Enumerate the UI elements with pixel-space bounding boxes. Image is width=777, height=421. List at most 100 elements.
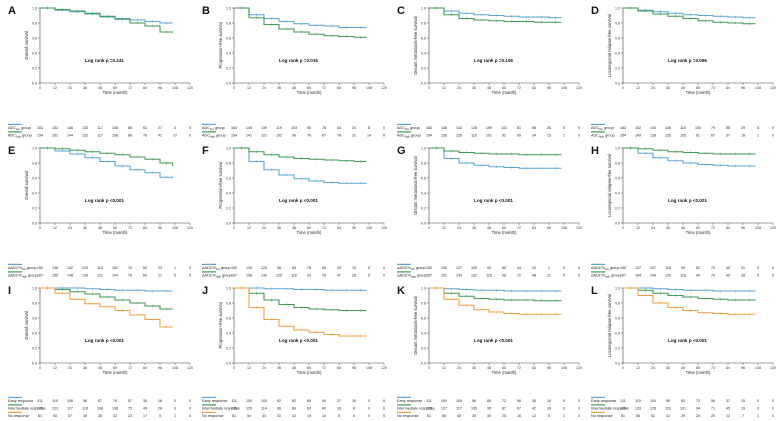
risk-number: 16 xyxy=(741,133,745,137)
risk-number: 102 xyxy=(276,133,282,137)
risk-number: 149 xyxy=(635,133,641,137)
risk-number: 8 xyxy=(368,126,370,130)
legend-label-suffix: group xyxy=(27,273,38,277)
risk-number: 127 xyxy=(67,406,73,410)
y-tick-label: 0.8 xyxy=(615,21,620,25)
x-tick-label: 24 xyxy=(262,86,266,90)
risk-number: 101 xyxy=(680,406,686,410)
risk-number: 135 xyxy=(426,406,432,410)
x-tick-label: 84 xyxy=(726,86,730,90)
legend-label: ADClow group xyxy=(8,126,31,131)
legend-label-base: ΔADC% xyxy=(8,266,23,270)
risk-number: 106 xyxy=(67,399,73,403)
x-tick-label: 0 xyxy=(428,86,430,90)
y-axis-label: Progression-free survival xyxy=(218,22,223,68)
risk-number: 1 xyxy=(174,414,176,418)
x-tick-label: 0 xyxy=(622,366,624,370)
legend-label-sub: low xyxy=(405,127,409,131)
risk-number: 19 xyxy=(547,399,551,403)
panel-label: H xyxy=(591,145,599,157)
risk-number: 27 xyxy=(158,126,162,130)
y-tick-label: 0.2 xyxy=(615,206,620,210)
risk-number: 0 xyxy=(578,414,580,418)
km-panel-f: F 0.0 0.2 0.4 0.6 0.8 1.0 0 12 24 36 48 60 72 84 96 108 1… xyxy=(202,145,387,279)
y-tick-label: 1.0 xyxy=(421,6,426,10)
risk-number: 49 xyxy=(726,273,730,277)
risk-number: 102 xyxy=(501,126,507,130)
risk-number: 116 xyxy=(291,273,297,277)
x-tick-label: 96 xyxy=(741,86,745,90)
x-tick-label: 120 xyxy=(381,86,387,90)
risk-number: 54 xyxy=(322,399,326,403)
legend-label-suffix: group xyxy=(415,266,426,270)
km-panel-i: I 0.0 0.2 0.4 0.6 0.8 1.0 0 12 24 36 48 60 72 84 96 108 1… xyxy=(8,285,193,418)
risk-number: 76 xyxy=(322,126,326,130)
risk-number: 76 xyxy=(307,133,311,137)
legend-label-sub: high xyxy=(599,135,604,139)
risk-number: 96 xyxy=(83,399,87,403)
risk-number: 0 xyxy=(368,266,370,270)
x-tick-label: 108 xyxy=(366,366,372,370)
risk-number: 102 xyxy=(112,266,118,270)
legend-label-base: Early response xyxy=(591,399,616,403)
x-tick-label: 12 xyxy=(442,366,446,370)
risk-number: 0 xyxy=(353,414,355,418)
risk-number: 17 xyxy=(173,133,177,137)
risk-number: 41 xyxy=(158,133,162,137)
risk-number: 67 xyxy=(322,133,326,137)
legend-label-base: Intermediate response xyxy=(202,406,240,410)
legend-label-sub: high xyxy=(216,275,221,279)
legend-label-suffix: group xyxy=(604,133,615,137)
x-tick-label: 108 xyxy=(366,226,372,230)
y-tick-label: 0.6 xyxy=(226,316,231,320)
risk-number: 8 xyxy=(353,406,355,410)
risk-number: 96 xyxy=(277,406,281,410)
x-tick-label: 120 xyxy=(576,86,582,90)
y-tick-label: 0.0 xyxy=(226,361,231,365)
risk-number: 0 xyxy=(189,273,191,277)
legend-label-sub: low xyxy=(16,127,20,131)
risk-number: 152 xyxy=(635,126,641,130)
risk-number: 103 xyxy=(291,126,297,130)
y-tick-label: 0.8 xyxy=(226,301,231,305)
x-tick-label: 12 xyxy=(442,86,446,90)
x-tick-label: 12 xyxy=(247,366,251,370)
x-tick-label: 24 xyxy=(262,226,266,230)
risk-number: 149 xyxy=(261,273,267,277)
risk-number: 1 xyxy=(174,266,176,270)
legend-label: ADChigh group xyxy=(8,133,32,138)
risk-number: 76 xyxy=(143,133,147,137)
x-tick-label: 48 xyxy=(292,366,296,370)
risk-number: 150 xyxy=(231,266,237,270)
risk-number: 93 xyxy=(307,273,311,277)
risk-number: 146 xyxy=(67,126,73,130)
panel-label: C xyxy=(397,5,405,17)
x-tick-label: 36 xyxy=(277,226,281,230)
risk-number: 31 xyxy=(741,266,745,270)
risk-number: 56 xyxy=(517,399,521,403)
risk-number: 0 xyxy=(368,406,370,410)
survival-curve-2 xyxy=(623,287,756,301)
logrank-annotation: Log rank p <0.001 xyxy=(279,198,318,203)
panel-label: I xyxy=(8,285,11,297)
risk-number: 61 xyxy=(621,414,625,418)
legend-label: ΔADC%low group xyxy=(202,266,231,271)
risk-number: 114 xyxy=(261,406,267,410)
legend-label-base: Intermediate response xyxy=(591,406,629,410)
y-tick-label: 0.6 xyxy=(32,316,37,320)
x-tick-label: 96 xyxy=(352,366,356,370)
x-tick-label: 96 xyxy=(352,226,356,230)
x-tick-label: 12 xyxy=(636,86,640,90)
y-tick-label: 0.2 xyxy=(226,346,231,350)
risk-number: 56 xyxy=(636,414,640,418)
x-axis-label: Time (month) xyxy=(297,90,322,95)
x-axis-label: Time (month) xyxy=(297,230,322,235)
risk-number: 78 xyxy=(337,133,341,137)
risk-number: 0 xyxy=(189,399,191,403)
risk-number: 93 xyxy=(487,266,491,270)
survival-curve-2 xyxy=(429,147,562,156)
risk-number: 154 xyxy=(620,133,626,137)
x-tick-label: 108 xyxy=(561,366,567,370)
risk-number: 12 xyxy=(726,414,730,418)
x-tick-label: 72 xyxy=(322,86,326,90)
